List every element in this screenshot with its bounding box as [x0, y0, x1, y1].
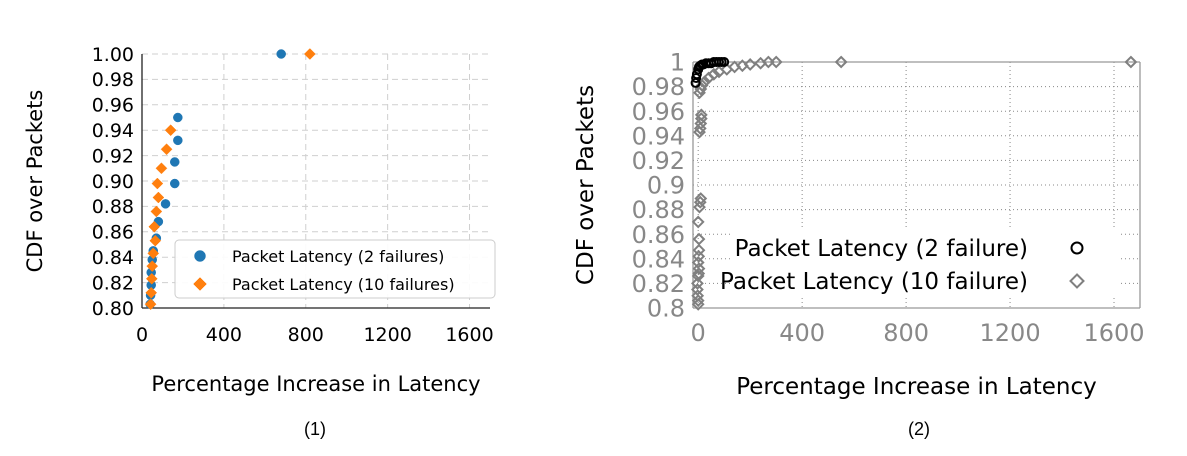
p1-y-tick-label: 0.94 — [92, 120, 134, 142]
p2-y-tick-label: 0.8 — [647, 295, 685, 323]
p1-x-axis-label: Percentage Increase in Latency — [151, 372, 480, 396]
p1-series-2-point — [147, 247, 160, 260]
p2-legend-marker-1 — [1070, 241, 1084, 255]
p1-y-tick-label: 1.00 — [92, 44, 134, 66]
p1-y-tick-label: 0.92 — [92, 145, 134, 167]
p1-y-tick-label: 0.80 — [92, 298, 134, 320]
p2-series-2-point — [694, 192, 708, 205]
p2-y-tick-label: 0.82 — [632, 270, 685, 298]
p1-x-tick-label: 1200 — [363, 324, 411, 346]
p1-series-2-point — [152, 191, 165, 204]
p1-legend-marker-1 — [194, 250, 206, 262]
p1-y-tick-label: 0.88 — [92, 196, 134, 218]
p2-series-2-point — [707, 67, 721, 81]
p2-legend-label-1: Packet Latency (2 failure) — [735, 236, 1028, 262]
p2-x-tick-label: 400 — [779, 319, 825, 347]
p2-x-tick-label: 1600 — [1083, 319, 1144, 347]
p1-series-1-point — [170, 178, 180, 189]
p2-series-2-point — [1124, 55, 1138, 69]
caption-panel-2: (2) — [908, 419, 930, 439]
p2-series-2-point — [698, 75, 712, 89]
p2-legend-label-2: Packet Latency (10 failure) — [720, 269, 1028, 295]
p1-legend-label-1: Packet Latency (2 failures) — [232, 247, 444, 266]
p1-x-tick-label: 1600 — [445, 324, 493, 346]
p1-series-1-point — [160, 199, 171, 209]
p2-x-axis-label: Percentage Increase in Latency — [736, 374, 1097, 400]
p1-y-tick-label: 0.82 — [92, 272, 134, 294]
p2-x-tick-label: 1200 — [980, 319, 1041, 347]
p2-series-2-point — [691, 283, 704, 296]
p1-x-tick-label: 400 — [206, 324, 242, 346]
p1-series-2-point — [149, 234, 162, 247]
p1-series-2-point — [150, 205, 163, 218]
p2-y-tick-label: 0.86 — [632, 221, 685, 249]
p2-y-tick-label: 0.96 — [632, 98, 685, 126]
p2-y-tick-label: 0.92 — [632, 147, 685, 175]
p2-series-2-point — [694, 108, 708, 122]
p2-y-tick-label: 0.98 — [632, 73, 685, 101]
p1-series-2-point — [144, 298, 157, 311]
p2-x-tick-label: 0 — [691, 319, 706, 347]
p2-series-2-point — [691, 276, 704, 290]
p1-series-1-point — [173, 112, 183, 123]
p2-x-tick-label: 800 — [883, 319, 929, 347]
p1-y-tick-label: 0.84 — [92, 247, 134, 269]
p2-y-axis-label: CDF over Packets — [573, 85, 599, 285]
p2-legend-marker-2 — [1069, 273, 1085, 289]
caption-panel-1: (1) — [304, 419, 326, 439]
p2-y-tick-label: 0.84 — [632, 245, 685, 273]
p1-y-tick-label: 0.86 — [92, 222, 134, 244]
p1-series-2-point — [145, 286, 158, 299]
p1-y-tick-label: 0.98 — [92, 69, 134, 91]
p2-series-2-point — [769, 55, 783, 69]
p1-legend-marker-2 — [193, 277, 207, 291]
p1-y-tick-label: 0.90 — [92, 171, 134, 193]
p2-series-2-point — [691, 289, 705, 303]
p2-series-2-point — [834, 55, 848, 69]
p2-series-2-point — [692, 243, 706, 257]
p1-series-2-point — [146, 260, 159, 272]
p2-legend-box — [730, 230, 1120, 296]
p1-series-1-point — [276, 49, 286, 59]
p2-y-tick-label: 0.88 — [632, 196, 685, 224]
p1-series-2-point — [148, 220, 161, 233]
p1-series-2-point — [160, 143, 173, 156]
p2-series-1-point — [719, 57, 730, 67]
p2-y-tick-label: 0.94 — [632, 122, 685, 150]
p1-y-axis-label: CDF over Packets — [23, 90, 47, 273]
p1-series-2-point — [155, 162, 168, 175]
p2-series-2-point — [743, 58, 757, 71]
p1-series-2-point — [164, 124, 177, 137]
p2-series-2-point — [692, 249, 706, 263]
p2-series-2-point — [691, 215, 705, 229]
p2-series-2-point — [692, 262, 706, 276]
p1-series-2-point — [304, 48, 316, 60]
p1-series-2-point — [151, 177, 164, 190]
p1-legend-box — [174, 239, 496, 299]
p2-series-2-point — [691, 256, 705, 269]
p2-y-tick-label: 0.9 — [647, 172, 685, 200]
p2-y-tick-label: 1 — [670, 49, 685, 77]
p1-series-1-point — [173, 135, 183, 146]
p1-x-tick-label: 800 — [288, 324, 324, 346]
p2-series-2-point — [692, 232, 706, 246]
p1-x-tick-label: 0 — [136, 324, 148, 346]
p1-y-tick-label: 0.96 — [92, 95, 134, 117]
p1-series-2-point — [145, 272, 158, 285]
p1-series-1-point — [170, 157, 180, 167]
p1-legend-label-2: Packet Latency (10 failures) — [232, 275, 455, 294]
